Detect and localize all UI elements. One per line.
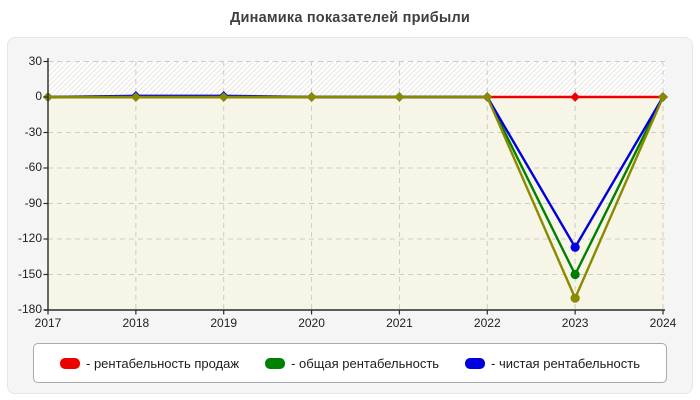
diamond-marker xyxy=(306,92,317,102)
circle-marker xyxy=(570,242,580,252)
y-axis-label: -150 xyxy=(17,266,42,281)
y-axis-label: 30 xyxy=(28,53,42,68)
circle-marker xyxy=(570,293,580,303)
x-axis-label: 2020 xyxy=(298,316,325,330)
y-axis-label: -30 xyxy=(24,124,42,139)
x-axis-label: 2022 xyxy=(473,316,501,330)
legend-item: - общая рентабельность xyxy=(265,356,439,371)
legend-label: - рентабельность продаж xyxy=(86,355,240,371)
series-line xyxy=(48,95,665,300)
chart-title: Динамика показателей прибыли xyxy=(229,10,471,26)
chart-legend: - рентабельность продаж - общая рентабель… xyxy=(33,343,667,383)
x-axis-label: 2023 xyxy=(561,316,589,330)
legend-color-swatch-icon xyxy=(465,357,486,369)
y-axis-label: -120 xyxy=(17,231,42,245)
legend-color-swatch-icon xyxy=(60,357,81,369)
legend-item: - рентабельность продаж xyxy=(60,356,239,371)
x-axis-label: 2024 xyxy=(649,316,677,330)
diamond-marker xyxy=(131,92,141,102)
x-axis-label: 2018 xyxy=(122,316,150,330)
y-axis-label: -90 xyxy=(24,195,42,210)
circle-marker xyxy=(570,269,580,280)
y-axis-label: -60 xyxy=(24,160,42,174)
y-axis-label: -180 xyxy=(17,302,42,316)
x-axis-label: 2019 xyxy=(210,316,238,330)
legend-color-swatch-icon xyxy=(265,357,286,369)
legend-item: - чистая рентабельность xyxy=(465,356,640,371)
legend-label: - общая рентабельность xyxy=(291,355,440,371)
x-axis-label: 2021 xyxy=(386,316,413,330)
x-axis-label: 2017 xyxy=(34,316,62,330)
legend-label: - чистая рентабельность xyxy=(491,355,640,371)
y-axis-label: 0 xyxy=(35,89,42,103)
